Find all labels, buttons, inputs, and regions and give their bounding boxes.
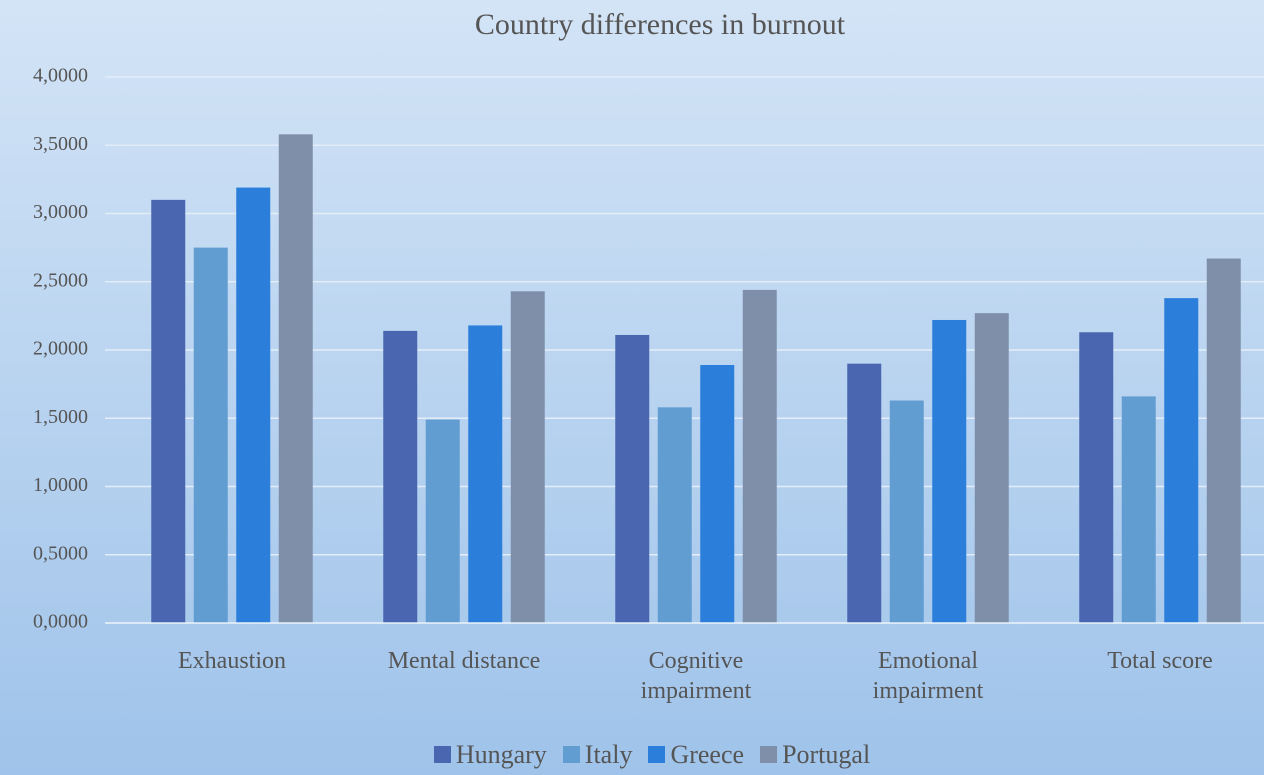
bar xyxy=(847,363,882,623)
bar xyxy=(657,407,692,623)
legend-label: Hungary xyxy=(455,740,547,769)
legend-label: Greece xyxy=(670,740,745,769)
bar xyxy=(974,313,1009,623)
x-tick-label: Cognitive impairment xyxy=(640,648,752,704)
legend-swatch xyxy=(433,746,451,763)
y-tick-label: 0,0000 xyxy=(33,611,88,633)
bar xyxy=(1164,298,1199,623)
y-tick-label: 2,0000 xyxy=(33,338,88,360)
y-tick-label: 1,5000 xyxy=(33,406,88,428)
legend-label: Portugal xyxy=(782,740,871,769)
x-tick-label: Total score xyxy=(1107,648,1213,674)
bar xyxy=(236,187,271,623)
bar xyxy=(151,199,186,623)
bar xyxy=(889,400,924,623)
legend-swatch xyxy=(760,746,778,763)
bar xyxy=(1079,332,1114,623)
legend-item: Hungary xyxy=(433,740,547,769)
bar xyxy=(615,334,650,623)
legend-item: Italy xyxy=(562,740,633,769)
bar xyxy=(193,247,228,623)
bar xyxy=(383,330,418,623)
legend: Hungary Italy Greece Portugal xyxy=(0,740,1264,770)
legend-swatch xyxy=(648,746,666,763)
bar xyxy=(278,134,313,623)
y-tick-label: 0,5000 xyxy=(33,542,88,564)
bar xyxy=(1206,258,1241,623)
x-tick-label: Emotional impairment xyxy=(872,648,984,704)
x-tick-label: Mental distance xyxy=(387,648,541,674)
y-tick-label: 3,0000 xyxy=(33,201,88,223)
y-tick-label: 2,5000 xyxy=(33,269,88,291)
bar xyxy=(425,419,460,623)
bar xyxy=(510,291,545,623)
y-tick-label: 1,0000 xyxy=(33,474,88,496)
bar xyxy=(1121,396,1156,623)
bar xyxy=(700,365,735,623)
chart-title: Country differences in burnout xyxy=(475,8,846,41)
bar xyxy=(932,319,967,623)
x-tick-label: Exhaustion xyxy=(178,648,286,674)
y-tick-label: 3,5000 xyxy=(33,133,88,155)
legend-swatch xyxy=(562,746,580,763)
y-tick-label: 4,0000 xyxy=(33,65,88,87)
legend-item: Greece xyxy=(648,740,744,769)
legend-label: Italy xyxy=(584,740,633,769)
legend-item: Portugal xyxy=(760,740,870,769)
bar xyxy=(742,289,777,623)
bar xyxy=(468,325,503,623)
